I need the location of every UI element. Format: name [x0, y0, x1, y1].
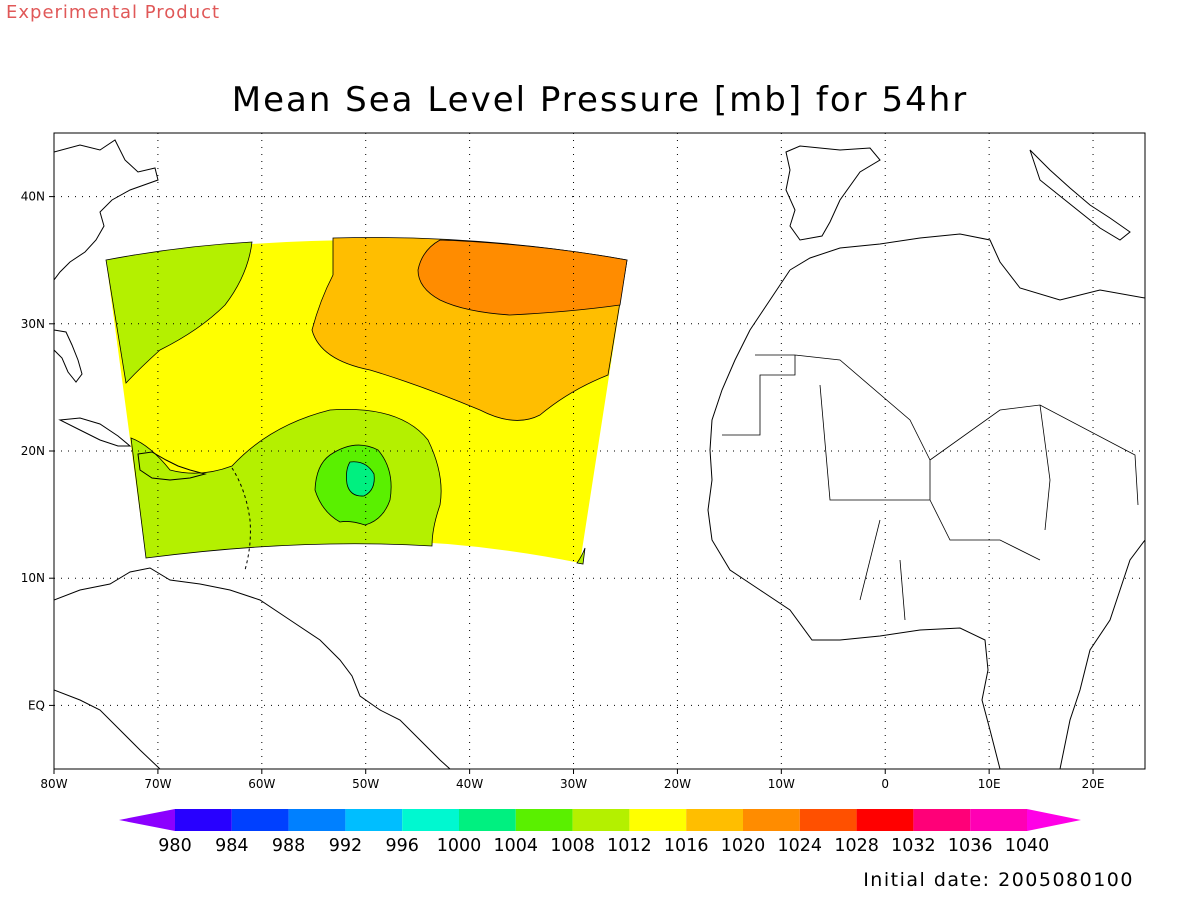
colorbar-label: 1024: [778, 836, 823, 856]
colorbar-segment: [515, 809, 573, 831]
x-tick-label: 0: [881, 777, 889, 791]
x-tick-label: 40W: [456, 777, 483, 791]
colorbar-segment: [459, 809, 516, 831]
x-tick-label: 70W: [144, 777, 171, 791]
colorbar-label: 996: [385, 836, 418, 856]
west-africa-coast: [707, 269, 1001, 769]
north-america-coast: [54, 139, 159, 281]
field-1000-1004: [346, 461, 375, 497]
y-tick-label: 20N: [21, 444, 45, 458]
map-title: Mean Sea Level Pressure [mb] for 54hr: [231, 80, 969, 120]
pressure-colorbar: 980 984 988 992 996 1000 1004 1008 1012 1016 1020 1…: [119, 809, 1081, 856]
colorbar-label: 1008: [550, 836, 595, 856]
lat-lon-grid: [54, 133, 1145, 769]
colorbar-label: 1020: [721, 836, 766, 856]
colorbar-segment: [743, 809, 800, 831]
colorbar-label: 984: [215, 836, 248, 856]
cuba-coast: [58, 417, 132, 447]
colorbar-high-arrow: [1027, 809, 1081, 831]
colorbar-label: 1040: [1005, 836, 1050, 856]
colorbar-segment: [629, 809, 687, 831]
colorbar-segment: [345, 809, 403, 831]
hispaniola-coast: [137, 451, 207, 481]
x-tick-label: 20E: [1082, 777, 1105, 791]
experimental-product-stamp: Experimental Product: [6, 2, 221, 23]
south-america-coast: [54, 567, 451, 769]
x-tick-label: 30W: [560, 777, 587, 791]
colorbar-segment: [572, 809, 630, 831]
field-1008-1012-east: [576, 547, 586, 565]
coastlines: [54, 139, 1145, 769]
colorbar-label: 1000: [437, 836, 482, 856]
colorbar-segment: [856, 809, 914, 831]
italy-coast: [1029, 149, 1131, 241]
europe-coast: [785, 145, 881, 241]
colorbar-segment: [288, 809, 346, 831]
x-tick-label: 10W: [768, 777, 795, 791]
colorbar-label: 980: [158, 836, 191, 856]
y-tick-label: 30N: [21, 317, 45, 331]
colorbar-label: 992: [329, 836, 362, 856]
x-tick-label: 60W: [248, 777, 275, 791]
north-africa-coast: [789, 233, 1145, 301]
south-america-inland: [54, 689, 161, 769]
colorbar-segment: [970, 809, 1027, 831]
colorbar-segment: [686, 809, 743, 831]
initial-date: Initial date: 2005080100: [863, 869, 1134, 891]
colorbar-label: 1036: [948, 836, 993, 856]
colorbar-segment: [231, 809, 289, 831]
colorbar-label: 1004: [494, 836, 539, 856]
longitude-axis: 80W 70W 60W 50W 40W 30W 20W 10W 0 10E 20E: [40, 769, 1104, 791]
x-tick-label: 50W: [352, 777, 379, 791]
africa-borders: [722, 354, 1139, 621]
colorbar-segment: [402, 809, 459, 831]
colorbar-label: 1028: [834, 836, 879, 856]
pressure-field: [105, 237, 628, 565]
colorbar-segment: [175, 809, 232, 831]
colorbar-segment: [913, 809, 971, 831]
y-tick-label: EQ: [28, 698, 45, 712]
x-tick-label: 20W: [664, 777, 691, 791]
florida-coast: [54, 329, 83, 383]
x-tick-label: 80W: [40, 777, 67, 791]
central-africa-coast: [1059, 539, 1145, 769]
colorbar-low-arrow: [119, 809, 175, 831]
x-tick-label: 10E: [978, 777, 1001, 791]
colorbar-label: 988: [272, 836, 305, 856]
field-1008-1012-north: [105, 241, 253, 384]
colorbar-label: 1032: [891, 836, 936, 856]
colorbar-label: 1016: [664, 836, 709, 856]
y-tick-label: 40N: [21, 190, 45, 204]
y-tick-label: 10N: [21, 571, 45, 585]
colorbar-segment: [799, 809, 857, 831]
field-1020-1024: [417, 239, 628, 316]
colorbar-label: 1012: [607, 836, 652, 856]
latitude-axis: 40N 30N 20N 10N EQ: [21, 190, 54, 712]
dashed-contour: [231, 467, 251, 571]
